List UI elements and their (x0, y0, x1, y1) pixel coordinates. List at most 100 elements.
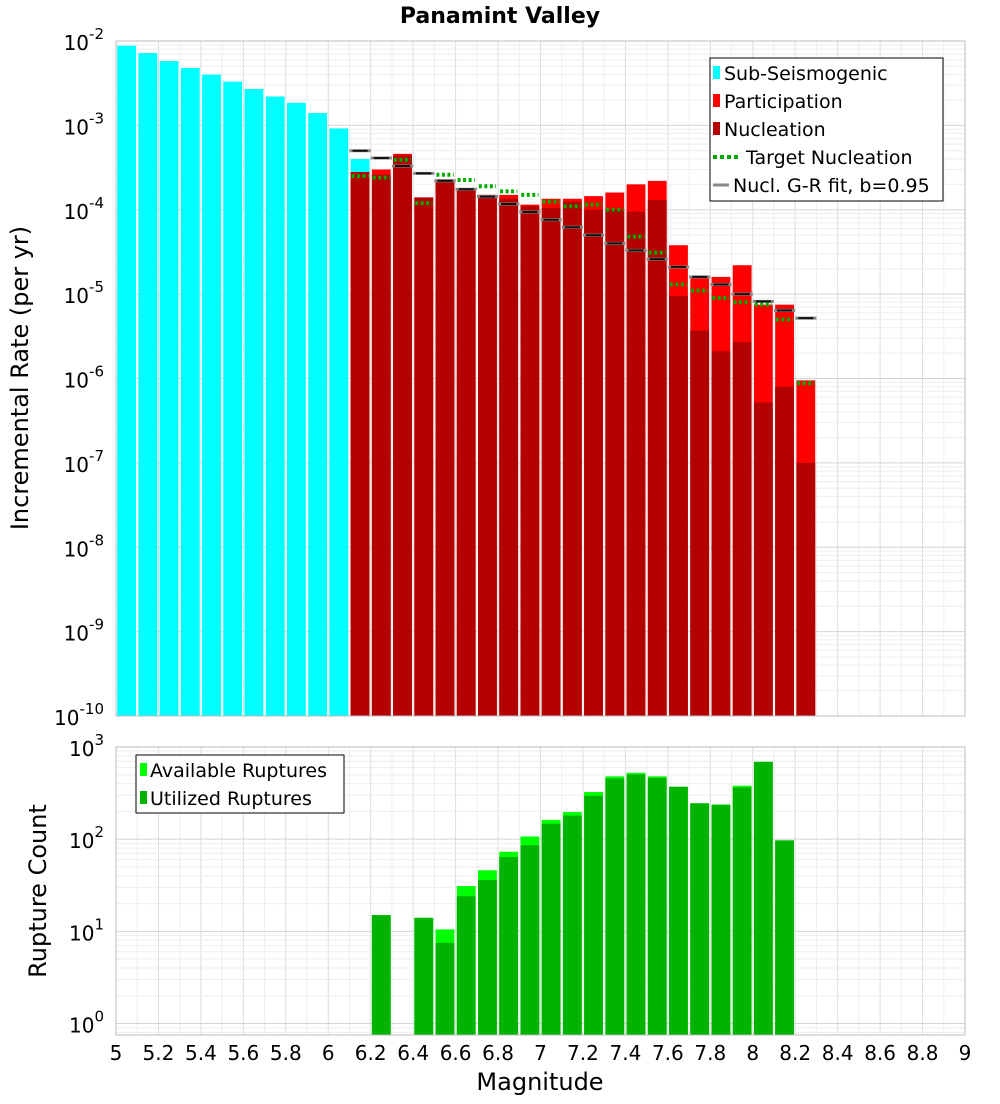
bottom-plot-border (115, 746, 966, 1036)
bar-sub-seismogenic (159, 60, 179, 717)
bar-nucleation (393, 155, 412, 716)
bar-nucleation (371, 174, 391, 716)
x-tick-label: 7.2 (567, 1041, 599, 1065)
bar-utilized-ruptures (690, 803, 710, 1035)
bar-nucleation (435, 180, 455, 716)
top-plot-border (115, 40, 966, 717)
bar-nucleation (732, 342, 752, 716)
y-tick-label: 10-10 (54, 700, 104, 730)
bar-nucleation (626, 211, 646, 716)
x-tick-label: 7.6 (652, 1041, 684, 1065)
legend-label-target-nucleation: Target Nucleation (745, 147, 913, 169)
bar-nucleation (499, 198, 519, 717)
bottom-legend-box (135, 754, 345, 814)
y-tick-label: 10-4 (64, 194, 104, 224)
bottom-bars (371, 761, 794, 1035)
legend-label-participation: Participation (724, 91, 843, 113)
legend-label-available: Available Ruptures (150, 760, 327, 782)
bar-nucleation (478, 194, 497, 716)
x-tick-label: 9 (959, 1041, 972, 1065)
legend-swatch-participation (713, 94, 720, 107)
y-tick-label: 10-7 (64, 447, 104, 477)
bar-nucleation (669, 296, 688, 716)
bar-nucleation (456, 189, 476, 717)
bottom-grid (115, 746, 966, 1035)
bar-nucleation (584, 209, 603, 716)
y-tick-label: 10-8 (64, 531, 104, 561)
bar-nucleation (711, 351, 731, 716)
bar-nucleation (775, 386, 794, 716)
bar-utilized-ruptures (435, 942, 455, 1035)
bar-utilized-ruptures (499, 857, 519, 1035)
x-tick-label: 8.6 (864, 1041, 896, 1065)
bar-utilized-ruptures (753, 761, 773, 1035)
bar-sub-seismogenic (180, 67, 200, 717)
legend-label-nucleation: Nucleation (724, 119, 826, 141)
x-tick-label: 8.8 (907, 1041, 939, 1065)
legend-label-sub-seismogenic: Sub-Seismogenic (724, 63, 888, 85)
bar-utilized-ruptures (669, 786, 688, 1035)
bar-sub-seismogenic (287, 102, 306, 716)
y-tick-label: 101 (69, 915, 104, 945)
y-tick-label: 10-2 (64, 25, 104, 55)
bar-sub-seismogenic (223, 81, 243, 717)
top-legend: Sub-Seismogenic Participation Nucleation… (709, 57, 944, 202)
bar-utilized-ruptures (478, 880, 497, 1035)
bar-sub-seismogenic (117, 45, 137, 717)
x-tick-label: 6.8 (482, 1041, 514, 1065)
bar-utilized-ruptures (732, 787, 752, 1035)
bar-utilized-ruptures (456, 896, 476, 1035)
y-tick-label: 102 (69, 823, 104, 853)
chart-title: Panamint Valley (400, 4, 600, 29)
bottom-legend: Available Ruptures Utilized Ruptures (135, 754, 345, 814)
x-tick-label: 6.6 (440, 1041, 472, 1065)
x-tick-labels: 5 5.2 5.4 5.6 5.8 6 6.2 6.4 6.6 6.8 7 7.2 7.4 7.6 7.8 8… (110, 1041, 972, 1065)
bar-sub-seismogenic (138, 53, 158, 716)
bar-nucleation (520, 206, 540, 716)
bar-nucleation (414, 197, 434, 717)
bottom-y-tick-labels: 100 101 102 103 (69, 731, 104, 1037)
bar-utilized-ruptures (711, 804, 731, 1035)
x-axis-title: Magnitude (476, 1068, 603, 1096)
bar-sub-seismogenic (202, 74, 221, 717)
x-tick-label: 7.8 (694, 1041, 726, 1065)
bar-nucleation (647, 200, 667, 716)
legend-swatch-available (140, 763, 147, 776)
bottom-y-axis-title: Rupture Count (24, 804, 52, 978)
bar-nucleation (562, 201, 582, 716)
bar-sub-seismogenic (308, 113, 328, 716)
bar-utilized-ruptures (371, 915, 391, 1035)
bar-utilized-ruptures (584, 795, 603, 1035)
y-tick-label: 10-3 (64, 109, 104, 139)
bar-sub-seismogenic (244, 88, 264, 716)
bar-utilized-ruptures (775, 840, 794, 1035)
top-y-tick-labels: 10-10 10-9 10-8 10-7 10-6 10-5 10-4 10-3 10-2 (54, 25, 104, 730)
bar-nucleation (690, 330, 710, 716)
bar-sub-seismogenic (265, 96, 285, 716)
bar-utilized-ruptures (647, 778, 667, 1035)
legend-swatch-utilized (140, 791, 147, 804)
legend-swatch-sub-seismogenic (713, 66, 720, 79)
x-tick-label: 8.4 (822, 1041, 854, 1065)
top-bars (117, 45, 816, 717)
bar-utilized-ruptures (562, 815, 582, 1035)
x-tick-label: 8 (746, 1041, 759, 1065)
top-y-axis-title: Incremental Rate (per yr) (6, 226, 34, 530)
bar-utilized-ruptures (520, 845, 540, 1035)
bar-utilized-ruptures (626, 774, 646, 1035)
bar-utilized-ruptures (414, 917, 434, 1035)
y-tick-label: 103 (69, 731, 104, 761)
x-tick-label: 6.2 (355, 1041, 387, 1065)
legend-swatch-nucleation (713, 122, 720, 135)
y-tick-label: 10-6 (64, 363, 104, 393)
x-tick-label: 8.2 (779, 1041, 811, 1065)
x-tick-label: 5.6 (227, 1041, 259, 1065)
x-tick-label: 5 (110, 1041, 123, 1065)
y-tick-label: 100 (69, 1007, 104, 1037)
x-tick-label: 6 (322, 1041, 335, 1065)
x-tick-label: 5.8 (270, 1041, 302, 1065)
y-tick-label: 10-5 (64, 278, 104, 308)
legend-label-gr-fit: Nucl. G-R fit, b=0.95 (733, 175, 930, 197)
